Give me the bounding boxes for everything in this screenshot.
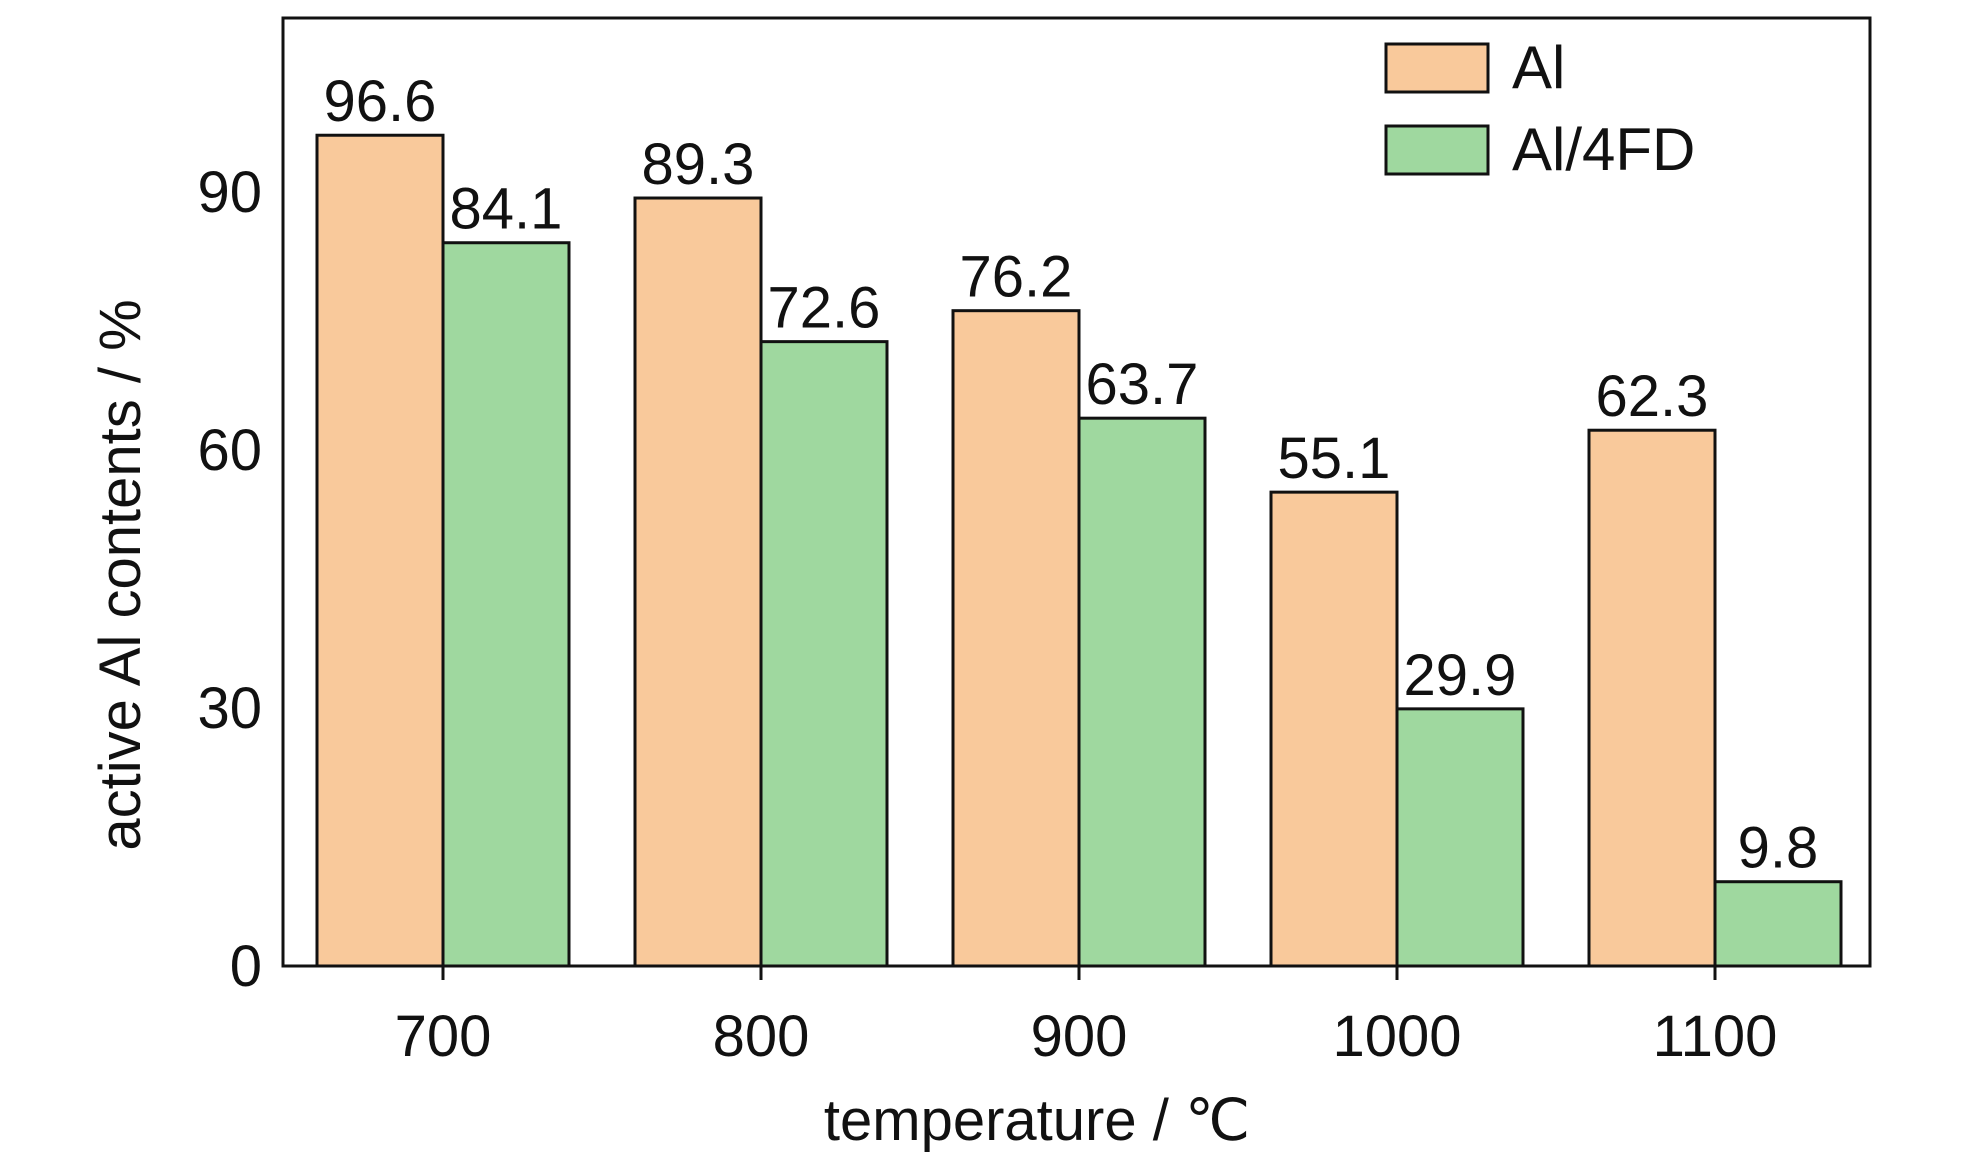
legend-swatch-al-4fd — [1384, 124, 1490, 176]
data-label-al-900: 76.2 — [960, 245, 1073, 310]
data-label-al-1100: 62.3 — [1596, 364, 1709, 429]
data-label-al-4fd-800: 72.6 — [768, 276, 881, 341]
x-tick-label: 1100 — [1653, 1004, 1778, 1069]
bar-al-1000 — [1269, 490, 1399, 968]
legend: Al Al/4FD — [1384, 34, 1695, 183]
bars-group — [315, 133, 1843, 968]
x-axis-title: temperature / ℃ — [824, 1088, 1250, 1153]
bar-al-4fd-800 — [759, 340, 889, 968]
bar-al-4fd-900 — [1077, 416, 1207, 968]
y-tick-label: 60 — [197, 418, 262, 483]
y-axis: 0 30 60 90 — [197, 160, 262, 999]
data-label-al-700: 96.6 — [324, 69, 437, 134]
x-tick-label: 700 — [395, 1004, 492, 1069]
bar-al-4fd-1000 — [1395, 707, 1525, 968]
data-label-al-4fd-700: 84.1 — [450, 177, 563, 242]
x-axis: 700 800 900 1000 1100 — [395, 966, 1778, 1069]
data-label-al-1000: 55.1 — [1278, 426, 1391, 491]
bar-al-4fd-700 — [441, 241, 571, 968]
x-tick-label: 900 — [1031, 1004, 1128, 1069]
bar-al-4fd-1100 — [1713, 880, 1843, 968]
y-tick-label: 0 — [230, 934, 262, 999]
legend-label-al: Al — [1512, 34, 1565, 101]
data-label-al-800: 89.3 — [642, 132, 755, 197]
y-tick-label: 90 — [197, 160, 262, 225]
y-axis-title: active Al contents / % — [88, 299, 153, 850]
bar-al-800 — [633, 196, 763, 968]
x-tick-label: 800 — [713, 1004, 810, 1069]
data-labels-group: 96.684.1 89.3 72.6 76.263.7 55.1 29.9 62.3 9.8 — [324, 69, 1819, 880]
y-tick-label: 30 — [197, 676, 262, 741]
legend-swatch-al — [1384, 42, 1490, 94]
data-label-al-4fd-1100: 9.8 — [1738, 816, 1819, 881]
x-tick-label: 1000 — [1332, 1004, 1461, 1069]
bar-al-700 — [315, 133, 445, 968]
data-label-al-4fd-1000: 29.9 — [1404, 643, 1517, 708]
bar-al-900 — [951, 309, 1081, 968]
bar-al-1100 — [1587, 428, 1717, 968]
legend-label-al-4fd: Al/4FD — [1512, 116, 1695, 183]
data-label-al-4fd-900: 63.7 — [1086, 352, 1199, 417]
